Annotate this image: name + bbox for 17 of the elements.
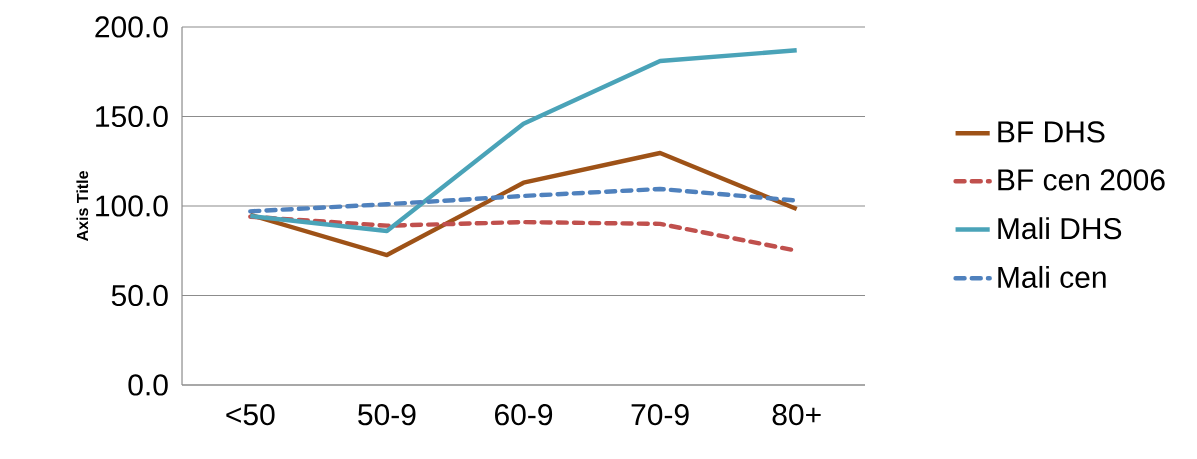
x-tick-label: <50	[226, 404, 275, 426]
legend-label: BF DHS	[998, 121, 1105, 143]
x-tick-label: 70-9	[631, 404, 689, 426]
y-tick-label: 100.0	[96, 195, 168, 217]
x-tick-label: 60-9	[495, 404, 553, 426]
y-axis-title: Axis Title	[76, 171, 89, 241]
legend-label: Mali DHS	[998, 217, 1122, 240]
line-series	[248, 150, 799, 258]
x-tick-label: 80+	[772, 404, 821, 426]
y-tick-label: 50.0	[111, 284, 168, 307]
y-tick-label: 0.0	[128, 374, 168, 396]
legend-label: Mali cen	[998, 265, 1106, 288]
y-tick-label: 200.0	[95, 16, 168, 38]
y-tick-label: 150.0	[96, 105, 168, 128]
legend-label: BF cen 2006	[998, 169, 1165, 191]
x-tick-label: 50-9	[358, 404, 416, 426]
line-series	[248, 48, 799, 234]
